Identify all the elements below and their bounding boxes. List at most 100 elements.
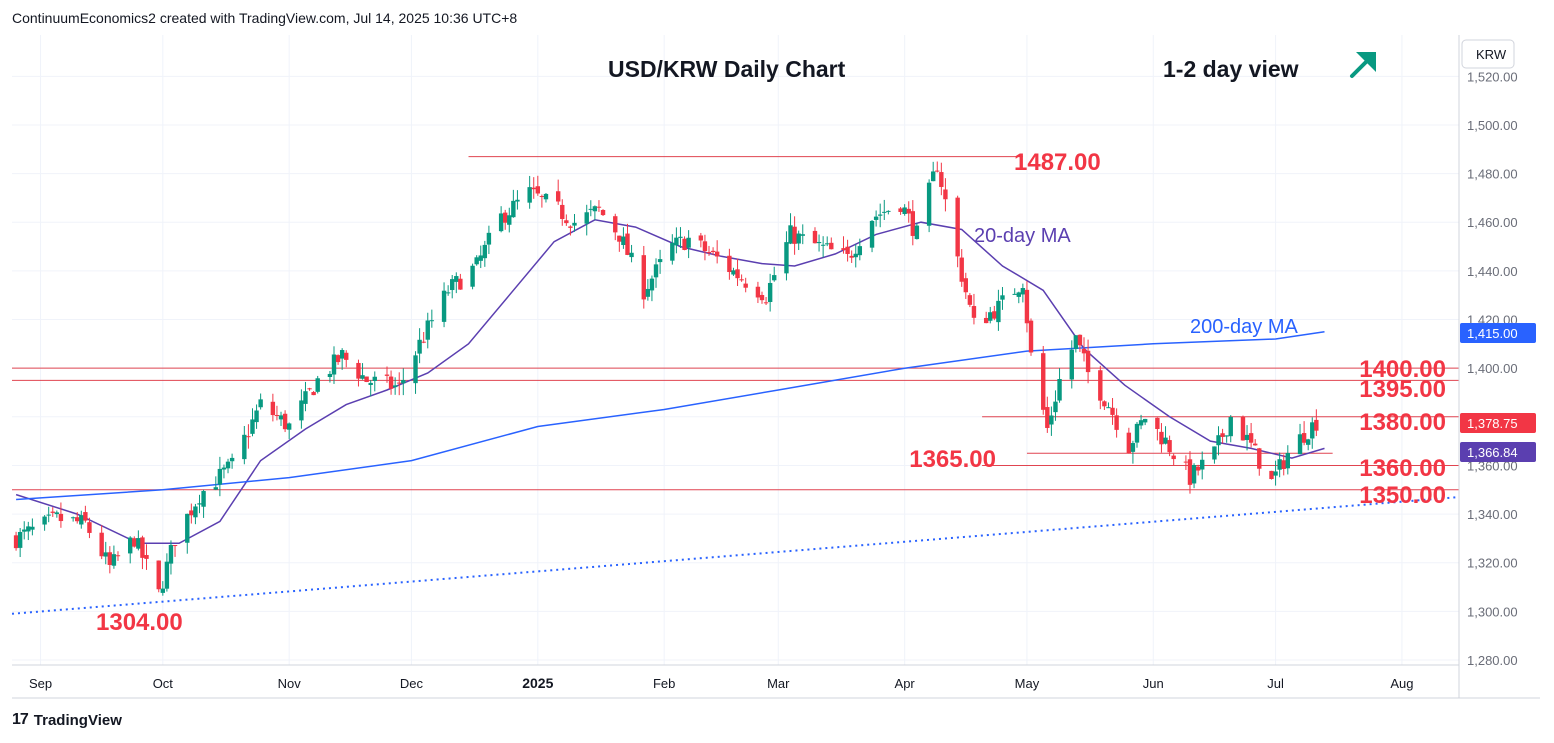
candle-body: [988, 312, 993, 321]
candle: [1281, 454, 1286, 476]
price-tag-bg: [1460, 442, 1536, 462]
x-axis[interactable]: Sep Oct Nov Dec 2025 Feb Mar Apr May Jun Jul Aug: [29, 675, 1414, 691]
candle-body: [796, 233, 801, 244]
candle: [702, 234, 708, 261]
candle-body: [1285, 453, 1291, 469]
ma200-line: [16, 330, 1325, 501]
candle-body: [926, 182, 932, 226]
candle-body: [140, 537, 145, 558]
candle: [657, 249, 663, 274]
candle-body: [613, 216, 618, 233]
candle: [845, 239, 850, 262]
x-tick-label: Jul: [1267, 676, 1284, 691]
candle: [1310, 417, 1315, 449]
candle-body: [784, 242, 789, 274]
y-tick-label: 1,440.00: [1467, 264, 1518, 279]
candle-body: [1240, 416, 1246, 441]
candle: [1102, 400, 1107, 411]
candle: [270, 393, 276, 422]
candle: [1041, 345, 1046, 415]
candle: [1244, 425, 1250, 451]
candle: [592, 205, 598, 221]
candle: [1142, 418, 1148, 426]
candle: [829, 237, 834, 250]
candle: [1130, 440, 1136, 464]
brand-text: TradingView: [33, 711, 122, 729]
y-tick-label: 1,320.00: [1467, 556, 1518, 571]
candle: [392, 377, 398, 395]
candle: [503, 209, 508, 230]
candle-body: [967, 295, 973, 305]
candle: [1159, 423, 1164, 453]
candle: [486, 225, 492, 255]
candle: [478, 245, 483, 269]
candle: [735, 258, 740, 287]
candle-body: [596, 206, 602, 208]
currency-button[interactable]: KRW: [1461, 39, 1515, 69]
candle: [731, 267, 736, 276]
candle: [1069, 340, 1074, 389]
candle: [1138, 414, 1144, 430]
level-label: 1365.00: [909, 446, 996, 473]
y-axis[interactable]: 1,520.00 1,500.00 1,480.00 1,460.00 1,440.00…: [1467, 69, 1518, 668]
candle-body: [1310, 422, 1315, 439]
tradingview-logo[interactable]: 17 TradingView: [12, 711, 122, 729]
candle-body: [372, 376, 377, 381]
candle-body: [397, 382, 402, 384]
candle: [364, 376, 369, 383]
y-tick-label: 1,500.00: [1467, 118, 1518, 133]
candle: [58, 502, 64, 528]
level-label: 1380.00: [1359, 409, 1446, 436]
candle: [543, 193, 549, 203]
candle: [1024, 281, 1030, 333]
candle-body: [441, 290, 447, 322]
candle: [882, 199, 887, 220]
candle-body: [645, 288, 651, 297]
candle-body: [22, 529, 27, 532]
candle: [1085, 339, 1091, 384]
candle-body: [592, 206, 598, 212]
candle: [75, 512, 80, 524]
candle-body: [1191, 465, 1197, 484]
level-label: 1400.00: [1359, 356, 1446, 383]
candle-body: [1224, 435, 1229, 437]
x-tick-label: Aug: [1390, 676, 1413, 691]
candle: [315, 375, 320, 394]
candle: [930, 161, 936, 182]
candle-body: [653, 264, 659, 278]
y-tick-label: 1,300.00: [1467, 604, 1518, 619]
candle-body: [857, 246, 863, 256]
candle: [629, 244, 634, 263]
candle-body: [882, 211, 887, 213]
candle-body: [588, 208, 593, 210]
candle-body: [299, 400, 304, 421]
candle: [429, 309, 435, 328]
candle-body: [767, 282, 773, 302]
candle-body: [344, 352, 349, 360]
candle-body: [83, 512, 88, 521]
candle: [796, 230, 801, 251]
candle-body: [727, 255, 732, 273]
x-tick-label: 2025: [522, 675, 553, 691]
x-tick-label: Feb: [653, 676, 675, 691]
candle-body: [657, 259, 663, 263]
candle: [706, 245, 712, 256]
candle: [17, 527, 23, 558]
candle-body: [1053, 401, 1058, 413]
candle-body: [873, 216, 879, 220]
candle-body: [739, 279, 744, 281]
candle-body: [327, 373, 333, 378]
candle-body: [886, 210, 891, 212]
candle: [935, 161, 940, 173]
x-tick-label: Dec: [400, 676, 424, 691]
candle-body: [1020, 288, 1026, 295]
candle-body: [641, 255, 646, 300]
candle-body: [364, 376, 369, 383]
candle: [878, 203, 883, 228]
candle-body: [128, 537, 133, 554]
candle: [225, 458, 231, 474]
candle: [201, 489, 206, 518]
candle: [572, 214, 577, 232]
candle-body: [1163, 437, 1168, 444]
